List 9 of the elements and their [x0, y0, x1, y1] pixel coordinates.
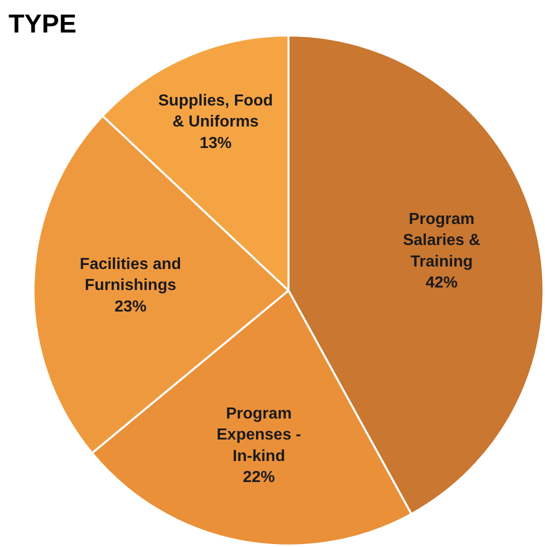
data-label: 13% [200, 134, 232, 152]
chart-title: TYPE [8, 8, 76, 38]
slice-label: Program Salaries & Training [402, 210, 481, 270]
slice-label: Facilities and Furnishings [80, 256, 182, 294]
data-label: 42% [426, 274, 458, 292]
slice-label: Program Expenses - In-kind [216, 405, 302, 465]
data-label: 22% [242, 469, 275, 486]
slice-label: Supplies, Food & Uniforms [158, 92, 273, 130]
data-label: 23% [114, 298, 146, 316]
